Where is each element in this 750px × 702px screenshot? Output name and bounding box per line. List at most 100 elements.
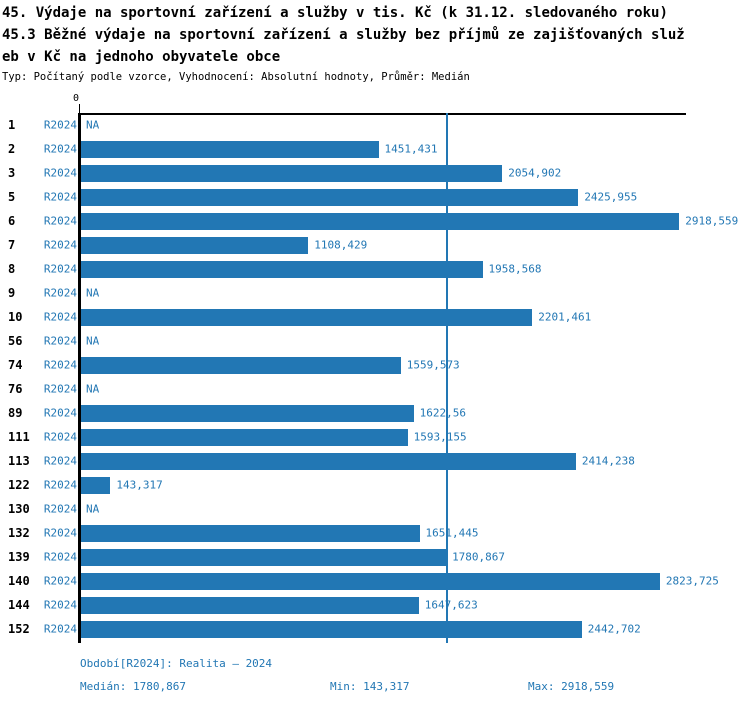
bar-value-label: 143,317 <box>116 478 163 492</box>
bar <box>81 356 401 374</box>
bar-na-label: NA <box>86 382 100 396</box>
bar-value-label: 1593,155 <box>413 430 467 444</box>
bar-value-label: 1451,431 <box>384 142 438 156</box>
row-category-label: 9 <box>8 286 16 300</box>
bar-row: 132 R2024 1651,445 <box>0 521 750 545</box>
bar-value-label: 1647,623 <box>424 598 478 612</box>
bar <box>81 476 111 494</box>
row-period-label: R2024 <box>43 166 77 180</box>
bar <box>81 260 483 278</box>
row-category-label: 10 <box>8 310 23 324</box>
bar-value-label: 2823,725 <box>665 574 719 588</box>
bar-value-label: 1559,573 <box>406 358 460 372</box>
row-period-label: R2024 <box>43 454 77 468</box>
bar-value-label: 1958,568 <box>488 262 542 276</box>
bar-row: 10 R2024 2201,461 <box>0 305 750 329</box>
bar <box>81 452 576 470</box>
row-period-label: R2024 <box>43 526 77 540</box>
bar-row: 6 R2024 2918,559 <box>0 209 750 233</box>
bar-value-label: 2442,702 <box>587 622 641 636</box>
chart-subtitle: Typ: Počítaný podle vzorce, Vyhodnocení:… <box>2 71 470 83</box>
row-category-label: 139 <box>8 550 30 564</box>
row-period-label: R2024 <box>43 142 77 156</box>
bar-row: 56 R2024 NA <box>0 329 750 353</box>
row-category-label: 7 <box>8 238 16 252</box>
chart-title-line-3: eb v Kč na jednoho obyvatele obce <box>2 49 281 65</box>
row-category-label: 56 <box>8 334 23 348</box>
bar-row: 89 R2024 1622,56 <box>0 401 750 425</box>
bar-row: 1 R2024 NA <box>0 113 750 137</box>
bar-value-label: 2414,238 <box>581 454 635 468</box>
bar-row: 130 R2024 NA <box>0 497 750 521</box>
bar-value-label: 2918,559 <box>685 214 739 228</box>
chart-title-line-2: 45.3 Běžné výdaje na sportovní zařízení … <box>2 27 685 43</box>
bar-rows: 1 R2024 NA 2 R2024 1451,431 3 R2024 2054,902 5 R20… <box>0 113 750 641</box>
bar <box>81 428 408 446</box>
bar-row: 8 R2024 1958,568 <box>0 257 750 281</box>
chart-title-line-1: 45. Výdaje na sportovní zařízení a služb… <box>2 5 668 21</box>
bar-value-label: 1651,445 <box>425 526 479 540</box>
row-category-label: 1 <box>8 118 16 132</box>
row-period-label: R2024 <box>43 262 77 276</box>
bar-value-label: 1108,429 <box>314 238 368 252</box>
footer-max-stat: Max: 2918,559 <box>528 680 615 693</box>
row-category-label: 3 <box>8 166 16 180</box>
row-category-label: 113 <box>8 454 30 468</box>
row-period-label: R2024 <box>43 574 77 588</box>
bar-row: 76 R2024 NA <box>0 377 750 401</box>
x-axis-tick-mark <box>79 104 80 113</box>
row-category-label: 89 <box>8 406 23 420</box>
bar-row: 152 R2024 2442,702 <box>0 617 750 641</box>
footer-min-stat: Min: 143,317 <box>330 680 410 693</box>
bar-row: 122 R2024 143,317 <box>0 473 750 497</box>
bar-row: 9 R2024 NA <box>0 281 750 305</box>
bar <box>81 620 582 638</box>
row-category-label: 6 <box>8 214 16 228</box>
row-period-label: R2024 <box>43 190 77 204</box>
row-period-label: R2024 <box>43 358 77 372</box>
row-period-label: R2024 <box>43 382 77 396</box>
bar <box>81 308 533 326</box>
bar-row: 5 R2024 2425,955 <box>0 185 750 209</box>
footer-median-stat: Medián: 1780,867 <box>80 680 186 693</box>
bar-value-label: 1622,56 <box>419 406 466 420</box>
bar-row: 7 R2024 1108,429 <box>0 233 750 257</box>
row-category-label: 132 <box>8 526 30 540</box>
bar <box>81 212 680 230</box>
row-category-label: 2 <box>8 142 16 156</box>
bar-chart: 0 1 R2024 NA 2 R2024 1451,431 3 R2024 2054,902 5 R… <box>0 92 750 654</box>
row-period-label: R2024 <box>43 598 77 612</box>
y-axis-line <box>78 113 81 643</box>
bar <box>81 188 579 206</box>
row-period-label: R2024 <box>43 334 77 348</box>
bar <box>81 596 419 614</box>
row-period-label: R2024 <box>43 310 77 324</box>
x-axis-zero-tick-label: 0 <box>73 93 80 104</box>
row-period-label: R2024 <box>43 406 77 420</box>
bar-na-label: NA <box>86 286 100 300</box>
row-category-label: 144 <box>8 598 30 612</box>
bar-row: 2 R2024 1451,431 <box>0 137 750 161</box>
bar-value-label: 2425,955 <box>584 190 638 204</box>
row-category-label: 140 <box>8 574 30 588</box>
row-period-label: R2024 <box>43 550 77 564</box>
bar <box>81 548 447 566</box>
bar <box>81 140 379 158</box>
bar <box>81 524 420 542</box>
bar-row: 74 R2024 1559,573 <box>0 353 750 377</box>
bar-row: 113 R2024 2414,238 <box>0 449 750 473</box>
bar-na-label: NA <box>86 502 100 516</box>
row-category-label: 111 <box>8 430 30 444</box>
row-period-label: R2024 <box>43 118 77 132</box>
footer-period-legend: Období[R2024]: Realita – 2024 <box>80 657 273 670</box>
bar-na-label: NA <box>86 118 100 132</box>
bar-value-label: 2054,902 <box>508 166 562 180</box>
bar-row: 3 R2024 2054,902 <box>0 161 750 185</box>
bar <box>81 236 309 254</box>
bar-row: 139 R2024 1780,867 <box>0 545 750 569</box>
bar <box>81 404 414 422</box>
chart-title-block: 45. Výdaje na sportovní zařízení a služb… <box>2 2 685 84</box>
row-category-label: 122 <box>8 478 30 492</box>
row-category-label: 74 <box>8 358 23 372</box>
bar-row: 140 R2024 2823,725 <box>0 569 750 593</box>
